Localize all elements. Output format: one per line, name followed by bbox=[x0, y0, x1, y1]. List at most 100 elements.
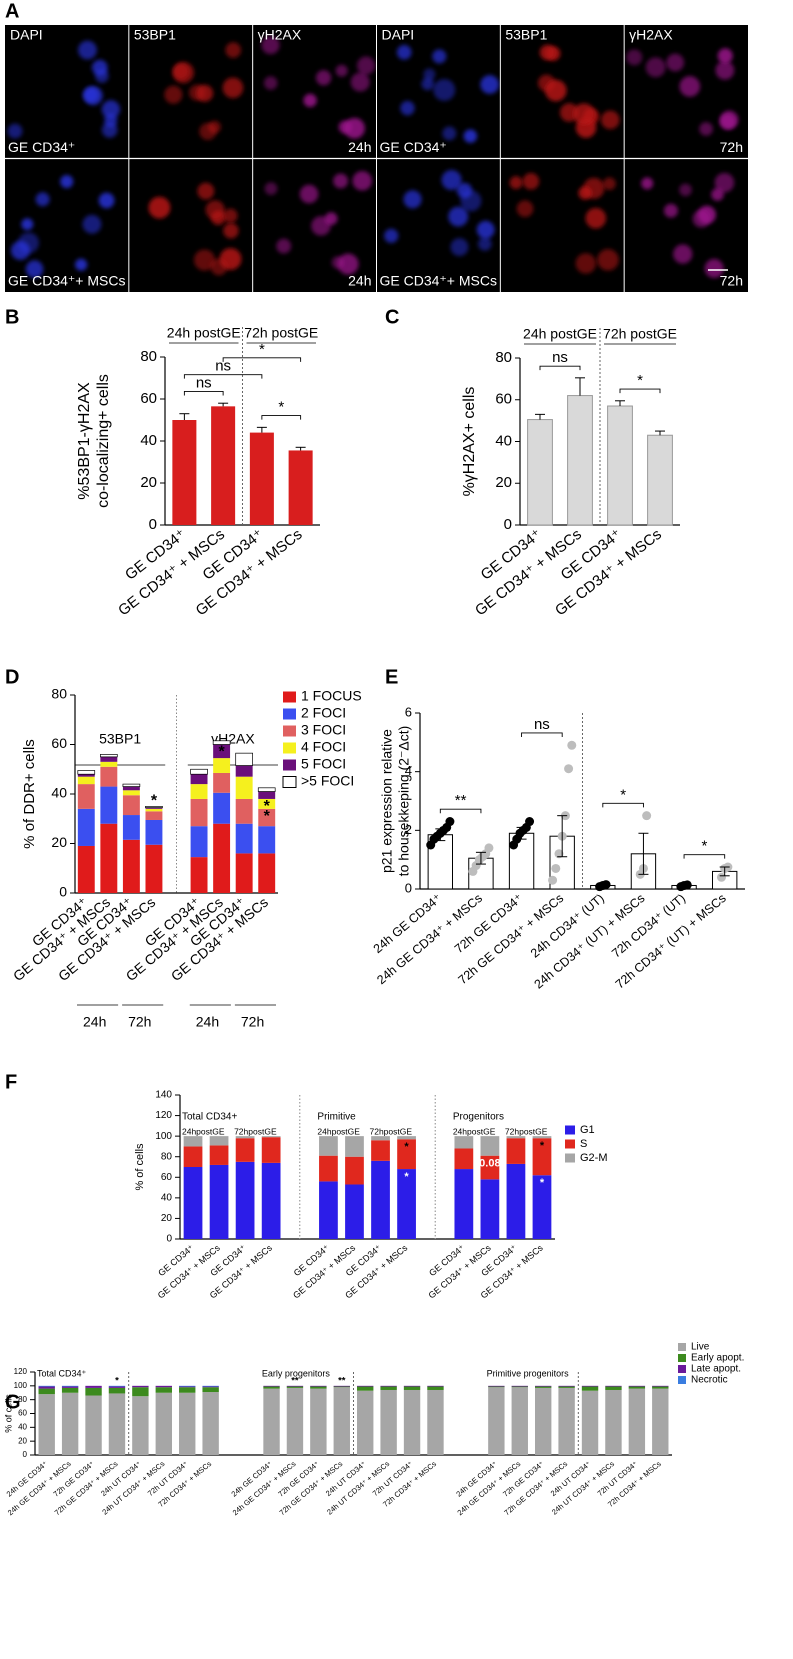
bar-segment bbox=[480, 1155, 500, 1180]
y-tick-label: 60 bbox=[161, 1172, 173, 1183]
cell bbox=[603, 177, 616, 191]
cell bbox=[645, 57, 666, 78]
cell bbox=[148, 196, 171, 219]
bar-segment bbox=[558, 1385, 575, 1387]
cell bbox=[442, 126, 457, 141]
bar-segment bbox=[77, 774, 95, 777]
annotation: 0.08 bbox=[479, 1158, 500, 1170]
y-tick-label: 20 bbox=[161, 1213, 173, 1224]
bar-segment bbox=[235, 752, 253, 766]
bar-segment bbox=[190, 798, 208, 827]
y-tick-label: 0 bbox=[405, 880, 412, 895]
cell bbox=[101, 122, 118, 138]
bar-segment bbox=[132, 1396, 149, 1455]
legend-label: Live bbox=[691, 1342, 710, 1353]
legend-swatch bbox=[565, 1153, 575, 1163]
bar-segment bbox=[209, 1136, 229, 1146]
bar-segment bbox=[100, 823, 118, 893]
y-tick-label: 0 bbox=[23, 1450, 28, 1459]
cell bbox=[679, 183, 692, 197]
y-tick-label: 80 bbox=[495, 349, 512, 366]
bar-segment bbox=[581, 1386, 599, 1391]
bar-segment bbox=[605, 1385, 622, 1387]
bar-segment bbox=[581, 1390, 599, 1455]
cell bbox=[333, 173, 349, 189]
cell bbox=[337, 253, 359, 275]
cell bbox=[95, 69, 109, 83]
legend-swatch bbox=[565, 1139, 575, 1149]
bar-segment bbox=[145, 806, 163, 808]
cell bbox=[60, 175, 74, 189]
annotation: * bbox=[264, 798, 271, 815]
bar-segment bbox=[179, 1392, 196, 1455]
y-tick-label: 60 bbox=[140, 390, 157, 407]
bar-segment bbox=[235, 853, 253, 893]
y-tick-label: 120 bbox=[155, 1110, 172, 1121]
bar-segment bbox=[534, 1387, 552, 1455]
bar bbox=[607, 405, 633, 526]
bar-segment bbox=[190, 857, 208, 893]
bar-segment bbox=[345, 1156, 364, 1185]
bracket bbox=[183, 374, 263, 379]
bar-segment bbox=[263, 1385, 280, 1387]
period-label: 24h postGE bbox=[167, 325, 241, 341]
bar-segment bbox=[511, 1387, 528, 1455]
bar-segment bbox=[190, 784, 208, 799]
bar-segment bbox=[581, 1385, 599, 1387]
bar-segment bbox=[286, 1386, 304, 1388]
data-point bbox=[564, 764, 574, 774]
annotation: * bbox=[218, 744, 225, 761]
bar-segment bbox=[257, 787, 276, 792]
bar-segment bbox=[190, 768, 208, 775]
bar-segment bbox=[628, 1386, 646, 1389]
bar-segment bbox=[235, 1161, 255, 1239]
legend-swatch bbox=[283, 691, 296, 703]
bar bbox=[211, 406, 236, 525]
bracket bbox=[539, 365, 581, 371]
legend-swatch bbox=[283, 742, 296, 754]
bar-segment bbox=[145, 811, 163, 820]
cell bbox=[509, 176, 523, 190]
bar-segment bbox=[454, 1136, 474, 1149]
y-tick-label: 0 bbox=[166, 1234, 172, 1245]
y-tick-label: 0 bbox=[149, 516, 157, 533]
cell bbox=[448, 206, 469, 227]
legend-label: Early apopt. bbox=[691, 1353, 744, 1364]
bar-segment bbox=[345, 1184, 364, 1239]
bar-segment bbox=[108, 1387, 126, 1394]
bracket-label: * bbox=[278, 399, 284, 416]
cell bbox=[197, 182, 215, 200]
cell bbox=[21, 218, 34, 231]
bracket bbox=[683, 854, 726, 859]
cell bbox=[575, 253, 597, 274]
bar-segment bbox=[357, 1386, 374, 1391]
bar-segment bbox=[263, 1388, 280, 1455]
bar-segment bbox=[190, 826, 208, 858]
bar-segment bbox=[122, 790, 140, 796]
legend-swatch bbox=[283, 759, 296, 771]
group-label: Primitive progenitors bbox=[487, 1368, 570, 1378]
y-axis-label: co-localizing+ cells bbox=[95, 374, 112, 508]
data-point bbox=[551, 863, 561, 873]
bar-segment bbox=[261, 1162, 281, 1239]
bar-segment bbox=[319, 1181, 338, 1239]
bar-segment bbox=[213, 792, 231, 824]
bar-segment bbox=[209, 1145, 229, 1165]
bar-segment bbox=[183, 1167, 203, 1239]
panel-letter: C bbox=[385, 306, 399, 328]
period-label: 72hpostGE bbox=[505, 1126, 548, 1136]
bar-segment bbox=[85, 1395, 102, 1455]
bar-segment bbox=[310, 1388, 327, 1455]
y-axis-label: %γH2AX+ cells bbox=[461, 387, 478, 497]
cell bbox=[403, 190, 422, 209]
legend-label: S bbox=[580, 1138, 587, 1150]
bar-segment bbox=[652, 1386, 669, 1389]
cell bbox=[173, 63, 189, 80]
bar-segment bbox=[77, 770, 96, 775]
cell bbox=[82, 214, 102, 234]
group-label: Primitive bbox=[317, 1112, 356, 1123]
bar-segment bbox=[454, 1169, 474, 1239]
cell bbox=[578, 186, 592, 200]
cell bbox=[196, 84, 214, 102]
bar bbox=[288, 450, 313, 525]
